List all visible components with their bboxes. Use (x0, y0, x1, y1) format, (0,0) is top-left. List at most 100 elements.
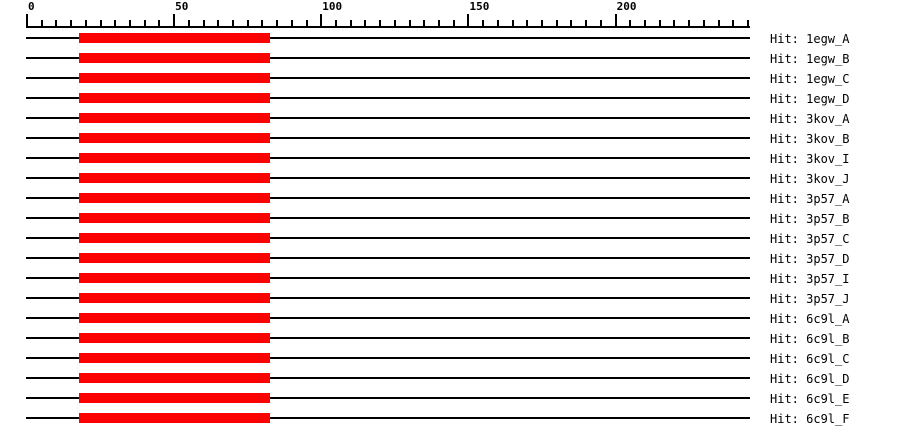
hsp-alignment-bar[interactable] (78, 313, 271, 323)
query-extent-line (26, 277, 750, 279)
ruler-minor-tick (143, 20, 146, 28)
hit-row-label[interactable]: Hit: 3kov_I (770, 152, 850, 166)
ruler-minor-tick (261, 20, 264, 28)
hit-row-label[interactable]: Hit: 6c9l_E (770, 392, 850, 406)
hsp-alignment-bar[interactable] (78, 213, 271, 223)
hsp-alignment-bar[interactable] (78, 53, 271, 63)
hit-row[interactable]: Hit: 6c9l_E (0, 392, 900, 406)
query-extent-line (26, 97, 750, 99)
hsp-alignment-bar[interactable] (78, 153, 271, 163)
hit-row-label[interactable]: Hit: 1egw_B (770, 52, 850, 66)
hsp-alignment-bar[interactable] (78, 353, 271, 363)
query-extent-line (26, 177, 750, 179)
ruler-minor-tick (70, 20, 73, 28)
hit-row[interactable]: Hit: 3p57_I (0, 272, 900, 286)
hit-row[interactable]: Hit: 6c9l_D (0, 372, 900, 386)
query-extent-line (26, 257, 750, 259)
hit-row-label[interactable]: Hit: 6c9l_F (770, 412, 850, 426)
hsp-alignment-bar[interactable] (78, 413, 271, 423)
ruler-minor-tick (305, 20, 308, 28)
ruler-minor-tick (55, 20, 58, 28)
hit-row[interactable]: Hit: 3p57_A (0, 192, 900, 206)
hit-row-label[interactable]: Hit: 6c9l_A (770, 312, 850, 326)
hit-row[interactable]: Hit: 1egw_A (0, 32, 900, 46)
hit-row[interactable]: Hit: 3p57_D (0, 252, 900, 266)
ruler-baseline (26, 26, 750, 28)
ruler-major-tick (614, 14, 617, 28)
hit-row[interactable]: Hit: 1egw_B (0, 52, 900, 66)
hsp-alignment-bar[interactable] (78, 233, 271, 243)
hit-row-label[interactable]: Hit: 1egw_D (770, 92, 850, 106)
hit-row[interactable]: Hit: 3p57_J (0, 292, 900, 306)
hit-row-label[interactable]: Hit: 3p57_B (770, 212, 850, 226)
hit-row[interactable]: Hit: 3kov_I (0, 152, 900, 166)
hit-row[interactable]: Hit: 3kov_B (0, 132, 900, 146)
hsp-alignment-bar[interactable] (78, 33, 271, 43)
ruler-minor-tick (541, 20, 544, 28)
hit-row-label[interactable]: Hit: 3p57_A (770, 192, 850, 206)
hsp-alignment-bar[interactable] (78, 93, 271, 103)
hit-row-label[interactable]: Hit: 6c9l_B (770, 332, 850, 346)
hit-row-label[interactable]: Hit: 3kov_J (770, 172, 850, 186)
hit-row-label[interactable]: Hit: 3p57_D (770, 252, 850, 266)
hit-row[interactable]: Hit: 3p57_B (0, 212, 900, 226)
hsp-alignment-bar[interactable] (78, 73, 271, 83)
hit-row-label[interactable]: Hit: 1egw_C (770, 72, 850, 86)
ruler-minor-tick (423, 20, 426, 28)
hit-row[interactable]: Hit: 1egw_C (0, 72, 900, 86)
hit-row[interactable]: Hit: 1egw_D (0, 92, 900, 106)
query-extent-line (26, 77, 750, 79)
ruler-minor-tick (349, 20, 352, 28)
hit-row[interactable]: Hit: 3kov_A (0, 112, 900, 126)
ruler-minor-tick (702, 20, 705, 28)
ruler-minor-tick (129, 20, 131, 28)
ruler-minor-tick (114, 20, 117, 28)
hsp-alignment-bar[interactable] (78, 373, 271, 383)
hsp-alignment-bar[interactable] (78, 173, 271, 183)
hit-row-label[interactable]: Hit: 3kov_B (770, 132, 850, 146)
ruler-minor-tick (232, 20, 235, 28)
query-extent-line (26, 117, 750, 119)
hsp-alignment-bar[interactable] (78, 273, 271, 283)
hit-row-label[interactable]: Hit: 3p57_J (770, 292, 850, 306)
hsp-alignment-bar[interactable] (78, 133, 271, 143)
hit-row[interactable]: Hit: 6c9l_A (0, 312, 900, 326)
ruler-minor-tick (393, 20, 396, 28)
hit-row[interactable]: Hit: 6c9l_F (0, 412, 900, 426)
hsp-alignment-bar[interactable] (78, 333, 271, 343)
hit-row-label[interactable]: Hit: 1egw_A (770, 32, 850, 46)
ruler-tick-label: 0 (28, 0, 35, 13)
ruler-minor-tick (496, 20, 499, 28)
hit-row-label[interactable]: Hit: 3p57_I (770, 272, 850, 286)
query-extent-line (26, 37, 750, 39)
ruler-tick-label: 150 (469, 0, 490, 13)
ruler-minor-tick (747, 20, 750, 28)
hsp-alignment-bar[interactable] (78, 113, 271, 123)
ruler-minor-tick (99, 20, 102, 28)
hit-row-label[interactable]: Hit: 6c9l_D (770, 372, 850, 386)
ruler-minor-tick (290, 20, 293, 28)
hit-row-label[interactable]: Hit: 6c9l_C (770, 352, 850, 366)
hit-row-label[interactable]: Hit: 3p57_C (770, 232, 850, 246)
hsp-alignment-bar[interactable] (78, 193, 271, 203)
ruler-tick-label: 50 (175, 0, 189, 13)
hsp-alignment-bar[interactable] (78, 253, 271, 263)
ruler-minor-tick (276, 20, 279, 28)
query-extent-line (26, 297, 750, 299)
ruler-minor-tick (364, 20, 367, 28)
ruler-minor-tick (526, 20, 529, 28)
hsp-alignment-bar[interactable] (78, 393, 271, 403)
hit-row-label[interactable]: Hit: 3kov_A (770, 112, 850, 126)
query-extent-line (26, 157, 750, 159)
query-extent-line (26, 217, 750, 219)
hit-row[interactable]: Hit: 3kov_J (0, 172, 900, 186)
query-extent-line (26, 377, 750, 379)
hit-row[interactable]: Hit: 3p57_C (0, 232, 900, 246)
ruler-minor-tick (570, 20, 573, 28)
hit-row[interactable]: Hit: 6c9l_C (0, 352, 900, 366)
ruler-minor-tick (246, 20, 249, 28)
ruler-minor-tick (379, 20, 382, 28)
hsp-alignment-bar[interactable] (78, 293, 271, 303)
ruler-tick-label: 200 (616, 0, 637, 13)
hit-row[interactable]: Hit: 6c9l_B (0, 332, 900, 346)
